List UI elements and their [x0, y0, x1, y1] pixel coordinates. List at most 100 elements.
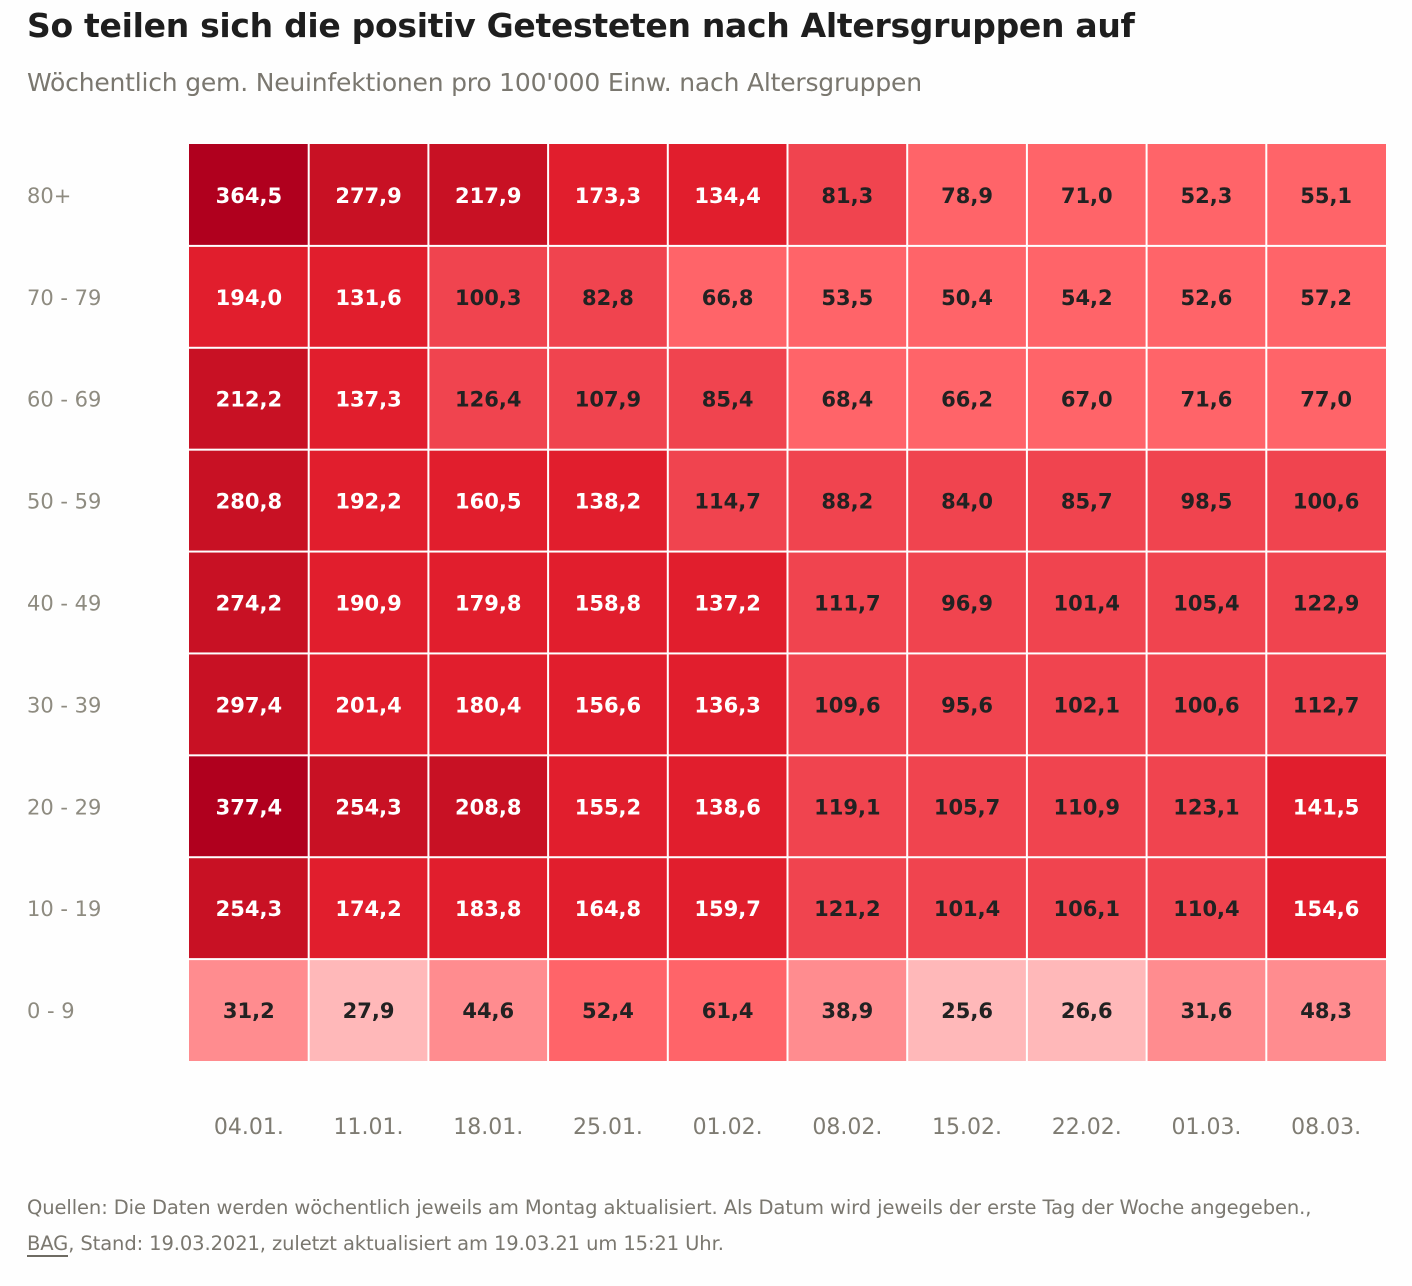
cell-value-label: 71,6: [1181, 388, 1233, 412]
cell-value-label: 110,9: [1054, 795, 1120, 819]
heatmap-cell: [549, 960, 667, 1061]
heatmap-cell: [429, 348, 548, 449]
cell-value-label: 107,9: [575, 388, 641, 412]
cell-value-label: 96,9: [941, 592, 993, 616]
cell-value-label: 119,1: [814, 795, 880, 819]
heatmap-cell: [908, 552, 1026, 653]
heatmap-cell: [309, 450, 428, 551]
column-label-week: 18.01.: [453, 1115, 523, 1140]
heatmap-cell: [1147, 144, 1266, 245]
cell-value-label: 201,4: [335, 693, 401, 717]
heatmap-cell: [1147, 858, 1266, 959]
heatmap-cell: [1147, 654, 1266, 755]
heatmap-cell: [429, 450, 548, 551]
heatmap-cell: [1267, 960, 1386, 1061]
heatmap-cell: [189, 246, 308, 347]
cell-value-label: 68,4: [821, 388, 873, 412]
cell-value-label: 81,3: [821, 184, 873, 208]
cell-value-label: 138,2: [575, 490, 641, 514]
heatmap-cell: [788, 450, 907, 551]
row-label-age-group: 0 - 9: [27, 999, 75, 1023]
heatmap-cell: [189, 348, 308, 449]
source-text: Quellen: Die Daten werden wöchentlich je…: [27, 1196, 1312, 1219]
cell-value-label: 111,7: [814, 592, 880, 616]
cell-value-label: 31,2: [223, 999, 275, 1023]
column-label-week: 04.01.: [214, 1115, 284, 1140]
cell-value-label: 138,6: [694, 795, 760, 819]
cell-value-label: 106,1: [1054, 897, 1120, 921]
heatmap-cell: [429, 960, 548, 1061]
heatmap-cell: [668, 654, 787, 755]
column-label-week: 15.02.: [932, 1115, 1002, 1140]
heatmap-cell: [1147, 756, 1266, 857]
heatmap-cell: [429, 144, 548, 245]
chart-subtitle: Wöchentlich gem. Neuinfektionen pro 100'…: [27, 68, 922, 97]
heatmap-cell: [309, 144, 428, 245]
heatmap-cell: [1027, 246, 1146, 347]
heatmap-cell: [549, 246, 667, 347]
cell-value-label: 190,9: [335, 592, 401, 616]
heatmap-cell: [549, 450, 667, 551]
cell-value-label: 141,5: [1293, 795, 1359, 819]
cell-value-label: 25,6: [941, 999, 993, 1023]
heatmap-cell: [549, 348, 667, 449]
source-note: Quellen: Die Daten werden wöchentlich je…: [27, 1190, 1327, 1262]
cell-value-label: 112,7: [1293, 693, 1359, 717]
heatmap-cell: [189, 960, 308, 1061]
heatmap-cell: [908, 960, 1026, 1061]
heatmap-cell: [788, 654, 907, 755]
cell-value-label: 131,6: [335, 286, 401, 310]
row-label-age-group: 50 - 59: [27, 490, 101, 514]
heatmap-cell: [1027, 552, 1146, 653]
row-label-age-group: 60 - 69: [27, 388, 101, 412]
cell-value-label: 88,2: [821, 490, 873, 514]
cell-value-label: 173,3: [575, 184, 641, 208]
cell-value-label: 98,5: [1181, 490, 1233, 514]
heatmap-cell: [908, 858, 1026, 959]
cell-value-label: 114,7: [694, 490, 760, 514]
cell-value-label: 66,2: [941, 388, 993, 412]
cell-value-label: 179,8: [455, 592, 521, 616]
cell-value-label: 136,3: [694, 693, 760, 717]
heatmap-cell: [309, 654, 428, 755]
heatmap-cell: [788, 246, 907, 347]
cell-value-label: 183,8: [455, 897, 521, 921]
cell-value-label: 54,2: [1061, 286, 1113, 310]
heatmap-cell: [908, 246, 1026, 347]
heatmap-cell: [1267, 246, 1386, 347]
cell-value-label: 53,5: [821, 286, 873, 310]
column-label-week: 01.03.: [1171, 1115, 1241, 1140]
heatmap-cell: [668, 960, 787, 1061]
row-labels: 80+ 70 - 79 60 - 69 50 - 59 40 - 49 30 - 39 20…: [27, 184, 101, 1023]
cell-value-label: 105,7: [934, 795, 1000, 819]
heatmap-cell: [309, 756, 428, 857]
heatmap-cell: [1147, 960, 1266, 1061]
heatmap-cell: [1027, 450, 1146, 551]
cell-value-label: 110,4: [1173, 897, 1239, 921]
cell-value-label: 156,6: [575, 693, 641, 717]
cell-value-label: 122,9: [1293, 592, 1359, 616]
heatmap-cell: [549, 756, 667, 857]
cell-value-label: 137,2: [694, 592, 760, 616]
heatmap-cell: [309, 858, 428, 959]
heatmap-cell: [429, 654, 548, 755]
heatmap-cell: [668, 858, 787, 959]
row-label-age-group: 30 - 39: [27, 693, 101, 717]
cell-value-label: 77,0: [1300, 388, 1352, 412]
heatmap-cell: [668, 348, 787, 449]
column-label-week: 08.02.: [812, 1115, 882, 1140]
cell-value-label: 159,7: [694, 897, 760, 921]
heatmap-cell: [1267, 552, 1386, 653]
cell-value-label: 78,9: [941, 184, 993, 208]
cell-value-label: 192,2: [335, 490, 401, 514]
cell-value-label: 254,3: [335, 795, 401, 819]
cell-value-label: 66,8: [702, 286, 754, 310]
cell-value-label: 85,4: [702, 388, 754, 412]
cell-value-label: 82,8: [582, 286, 634, 310]
row-label-age-group: 80+: [27, 184, 71, 208]
cell-value-label: 61,4: [702, 999, 754, 1023]
heatmap-cell: [189, 144, 308, 245]
source-link-bag[interactable]: BAG: [27, 1232, 69, 1257]
cell-value-label: 154,6: [1293, 897, 1359, 921]
cell-value-label: 105,4: [1173, 592, 1239, 616]
